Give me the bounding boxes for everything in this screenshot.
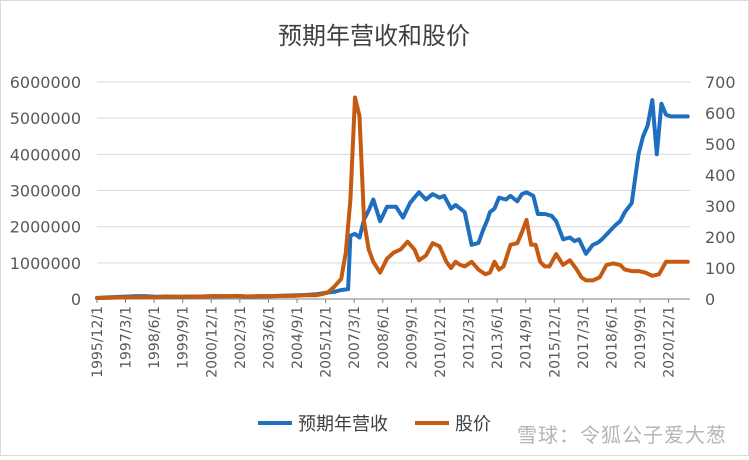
x-axis-tick-label: 2015/12/1 bbox=[547, 306, 563, 378]
x-axis-tick-label: 2019/9/1 bbox=[633, 306, 649, 369]
left-axis-tick-label: 0 bbox=[71, 290, 81, 309]
legend-label-revenue: 预期年营收 bbox=[298, 414, 388, 435]
right-axis-tick-label: 600 bbox=[705, 104, 736, 123]
x-axis-tick-label: 2018/6/1 bbox=[604, 306, 620, 369]
gridlines bbox=[97, 81, 690, 300]
watermark: 雪球：令狐公子爱大葱 bbox=[517, 423, 727, 447]
legend-label-price: 股价 bbox=[455, 414, 491, 435]
right-y-axis: 0 100 200 300 400 500 600 700 bbox=[705, 73, 736, 309]
right-axis-tick-label: 400 bbox=[705, 166, 736, 185]
series-line-price bbox=[95, 95, 690, 301]
series-layer bbox=[95, 95, 690, 301]
left-axis-tick-label: 3000000 bbox=[10, 182, 81, 201]
right-axis-tick-label: 100 bbox=[705, 259, 736, 278]
right-axis-tick-label: 300 bbox=[705, 197, 736, 216]
x-axis-tick-label: 2012/3/1 bbox=[462, 306, 478, 369]
right-axis-tick-label: 0 bbox=[705, 290, 715, 309]
left-axis-tick-label: 6000000 bbox=[10, 73, 81, 92]
x-axis-tick-label: 2017/3/1 bbox=[576, 306, 592, 369]
left-axis-tick-label: 4000000 bbox=[10, 145, 81, 164]
x-axis-tick-label: 1997/3/1 bbox=[119, 306, 135, 369]
left-axis-tick-label: 5000000 bbox=[10, 109, 81, 128]
left-axis-tick-label: 2000000 bbox=[10, 218, 81, 237]
chart-title: 预期年营收和股价 bbox=[278, 22, 470, 50]
x-axis-tick-label: 2013/6/1 bbox=[490, 306, 506, 369]
right-axis-tick-label: 700 bbox=[705, 73, 736, 92]
x-axis-tick-label: 1995/12/1 bbox=[90, 306, 106, 378]
x-axis-tick-label: 1998/6/1 bbox=[147, 306, 163, 369]
x-axis-tick-label: 2009/9/1 bbox=[404, 306, 420, 369]
x-axis-tick-label: 2002/3/1 bbox=[233, 306, 249, 369]
legend: 预期年营收 股价 bbox=[258, 414, 491, 435]
x-axis-tick-label: 2010/12/1 bbox=[433, 306, 449, 378]
x-axis-tick-label: 2000/12/1 bbox=[204, 306, 220, 378]
x-axis-tick-label: 2005/12/1 bbox=[319, 306, 335, 378]
x-axis-tick-label: 2014/9/1 bbox=[519, 306, 535, 369]
left-axis-tick-label: 1000000 bbox=[10, 254, 81, 273]
x-axis: 1995/12/1 1997/3/1 1998/6/1 1999/9/1 2000/12… bbox=[90, 299, 678, 378]
x-axis-tick-label: 2004/9/1 bbox=[290, 306, 306, 369]
x-axis-tick-label: 2008/6/1 bbox=[376, 306, 392, 369]
left-y-axis: 0 1000000 2000000 3000000 4000000 5000000 6000… bbox=[10, 73, 81, 309]
x-axis-tick-label: 2007/3/1 bbox=[347, 306, 363, 369]
right-axis-tick-label: 200 bbox=[705, 228, 736, 247]
right-axis-tick-label: 500 bbox=[705, 135, 736, 154]
x-axis-tick-label: 2003/6/1 bbox=[261, 306, 277, 369]
x-axis-tick-label: 2020/12/1 bbox=[662, 306, 678, 378]
x-axis-tick-label: 1999/9/1 bbox=[176, 306, 192, 369]
